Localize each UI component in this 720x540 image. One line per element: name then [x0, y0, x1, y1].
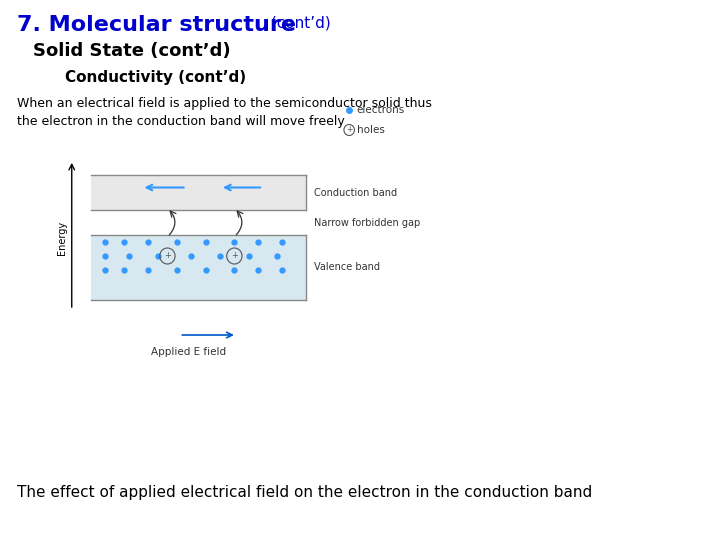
Polygon shape	[91, 235, 306, 300]
Text: holes: holes	[357, 125, 384, 135]
Text: +: +	[164, 252, 171, 260]
Text: Applied E field: Applied E field	[151, 347, 227, 357]
Text: 7. Molecular structure: 7. Molecular structure	[17, 15, 296, 35]
Polygon shape	[91, 175, 306, 210]
Text: electrons: electrons	[357, 105, 405, 115]
Text: Conduction band: Conduction band	[314, 187, 397, 198]
Text: +: +	[231, 252, 238, 260]
Text: Valence band: Valence band	[314, 262, 379, 273]
Text: Energy: Energy	[57, 220, 67, 254]
Text: Conductivity (cont’d): Conductivity (cont’d)	[65, 70, 246, 85]
Text: Solid State (cont’d): Solid State (cont’d)	[34, 42, 231, 60]
Text: The effect of applied electrical field on the electron in the conduction band: The effect of applied electrical field o…	[17, 485, 593, 500]
Text: (cont’d): (cont’d)	[266, 15, 330, 30]
Text: +: +	[346, 125, 352, 134]
Text: Narrow forbidden gap: Narrow forbidden gap	[314, 218, 420, 227]
Text: When an electrical field is applied to the semiconductor solid thus
the electron: When an electrical field is applied to t…	[17, 97, 432, 128]
